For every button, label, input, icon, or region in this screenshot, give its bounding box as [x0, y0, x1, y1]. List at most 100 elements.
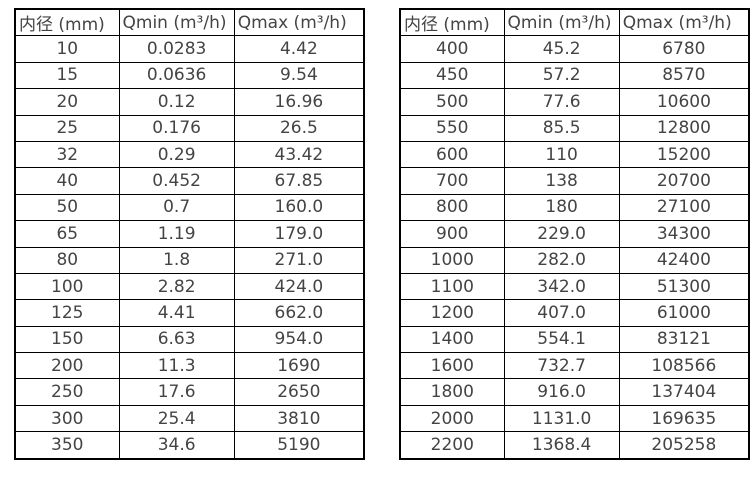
cell-qmax: 424.0	[233, 272, 365, 301]
table-row: 1000 282.0 42400	[399, 246, 750, 274]
table-row: 450 57.2 8570	[399, 61, 750, 90]
table-row: 800 180 27100	[399, 193, 750, 222]
cell-qmax: 61000	[618, 299, 750, 327]
cell-inner-diameter: 150	[14, 325, 120, 354]
table-row: 25 0.176 26.5	[14, 114, 365, 142]
cell-qmin: 0.176	[118, 114, 235, 142]
table-row: 500 77.6 10600	[399, 88, 750, 116]
column-header-qmin: Qmin (m³/h)	[503, 8, 620, 37]
cell-qmax: 10600	[618, 88, 750, 116]
cell-qmax: 205258	[618, 431, 750, 460]
table-row: 250 17.6 2650	[14, 378, 365, 406]
cell-qmin: 342.0	[503, 272, 620, 301]
header-row: 内径 (mm) Qmin (m³/h) Qmax (m³/h)	[14, 8, 365, 37]
cell-inner-diameter: 300	[14, 404, 120, 433]
cell-inner-diameter: 900	[399, 220, 505, 248]
cell-qmin: 0.29	[118, 140, 235, 169]
cell-inner-diameter: 2200	[399, 431, 505, 460]
cell-qmax: 42400	[618, 246, 750, 274]
cell-qmin: 407.0	[503, 299, 620, 327]
cell-qmax: 137404	[618, 378, 750, 406]
cell-qmin: 0.452	[118, 167, 235, 195]
table-row: 350 34.6 5190	[14, 431, 365, 460]
column-header-inner-diameter: 内径 (mm)	[14, 8, 120, 37]
cell-qmax: 43.42	[233, 140, 365, 169]
cell-qmax: 27100	[618, 193, 750, 222]
cell-qmin: 138	[503, 167, 620, 195]
cell-inner-diameter: 200	[14, 352, 120, 380]
cell-inner-diameter: 1100	[399, 272, 505, 301]
cell-qmin: 1.19	[118, 220, 235, 248]
cell-qmax: 20700	[618, 167, 750, 195]
cell-qmin: 85.5	[503, 114, 620, 142]
cell-inner-diameter: 250	[14, 378, 120, 406]
cell-inner-diameter: 15	[14, 61, 120, 90]
cell-inner-diameter: 40	[14, 167, 120, 195]
cell-inner-diameter: 450	[399, 61, 505, 90]
table-row: 300 25.4 3810	[14, 404, 365, 433]
table-row: 40 0.452 67.85	[14, 167, 365, 195]
table-row: 100 2.82 424.0	[14, 272, 365, 301]
cell-qmax: 8570	[618, 61, 750, 90]
table-header: 内径 (mm) Qmin (m³/h) Qmax (m³/h)	[399, 8, 750, 37]
cell-qmax: 271.0	[233, 246, 365, 274]
flow-spec-tables: 内径 (mm) Qmin (m³/h) Qmax (m³/h) 10 0.0283…	[14, 8, 750, 460]
column-header-qmax: Qmax (m³/h)	[233, 8, 365, 37]
cell-inner-diameter: 125	[14, 299, 120, 327]
cell-inner-diameter: 10	[14, 35, 120, 63]
cell-qmin: 4.41	[118, 299, 235, 327]
table-row: 150 6.63 954.0	[14, 325, 365, 354]
table-row: 1600 732.7 108566	[399, 352, 750, 380]
table-row: 1800 916.0 137404	[399, 378, 750, 406]
cell-qmax: 12800	[618, 114, 750, 142]
cell-qmax: 34300	[618, 220, 750, 248]
column-header-qmin: Qmin (m³/h)	[118, 8, 235, 37]
cell-inner-diameter: 20	[14, 88, 120, 116]
cell-qmin: 732.7	[503, 352, 620, 380]
cell-qmin: 77.6	[503, 88, 620, 116]
cell-qmax: 108566	[618, 352, 750, 380]
table-row: 2200 1368.4 205258	[399, 431, 750, 460]
table-row: 32 0.29 43.42	[14, 140, 365, 169]
spec-table-small-diameters: 内径 (mm) Qmin (m³/h) Qmax (m³/h) 10 0.0283…	[14, 8, 365, 460]
table-row: 900 229.0 34300	[399, 220, 750, 248]
table-body: 400 45.2 6780 450 57.2 8570 500 77.6 10600 550 85.…	[399, 35, 750, 460]
cell-qmax: 160.0	[233, 193, 365, 222]
cell-qmax: 3810	[233, 404, 365, 433]
cell-qmin: 0.0283	[118, 35, 235, 63]
table-row: 50 0.7 160.0	[14, 193, 365, 222]
cell-qmin: 916.0	[503, 378, 620, 406]
cell-qmax: 169635	[618, 404, 750, 433]
table-body: 10 0.0283 4.42 15 0.0636 9.54 20 0.12 16.96 25 0.1…	[14, 35, 365, 460]
cell-qmax: 2650	[233, 378, 365, 406]
cell-qmin: 1131.0	[503, 404, 620, 433]
spec-table-large-diameters: 内径 (mm) Qmin (m³/h) Qmax (m³/h) 400 45.2 6…	[399, 8, 750, 460]
cell-qmin: 110	[503, 140, 620, 169]
cell-qmax: 954.0	[233, 325, 365, 354]
cell-qmax: 16.96	[233, 88, 365, 116]
cell-qmax: 15200	[618, 140, 750, 169]
cell-qmin: 0.12	[118, 88, 235, 116]
cell-inner-diameter: 50	[14, 193, 120, 222]
cell-qmin: 554.1	[503, 325, 620, 354]
cell-inner-diameter: 80	[14, 246, 120, 274]
table-row: 200 11.3 1690	[14, 352, 365, 380]
cell-qmax: 67.85	[233, 167, 365, 195]
cell-inner-diameter: 100	[14, 272, 120, 301]
cell-qmax: 51300	[618, 272, 750, 301]
cell-qmin: 0.7	[118, 193, 235, 222]
cell-inner-diameter: 550	[399, 114, 505, 142]
table-row: 20 0.12 16.96	[14, 88, 365, 116]
cell-inner-diameter: 1000	[399, 246, 505, 274]
table-row: 1400 554.1 83121	[399, 325, 750, 354]
cell-inner-diameter: 65	[14, 220, 120, 248]
column-header-qmax: Qmax (m³/h)	[618, 8, 750, 37]
table-row: 400 45.2 6780	[399, 35, 750, 63]
cell-qmax: 1690	[233, 352, 365, 380]
header-row: 内径 (mm) Qmin (m³/h) Qmax (m³/h)	[399, 8, 750, 37]
cell-qmin: 45.2	[503, 35, 620, 63]
cell-qmin: 6.63	[118, 325, 235, 354]
cell-inner-diameter: 400	[399, 35, 505, 63]
table-row: 10 0.0283 4.42	[14, 35, 365, 63]
cell-inner-diameter: 32	[14, 140, 120, 169]
